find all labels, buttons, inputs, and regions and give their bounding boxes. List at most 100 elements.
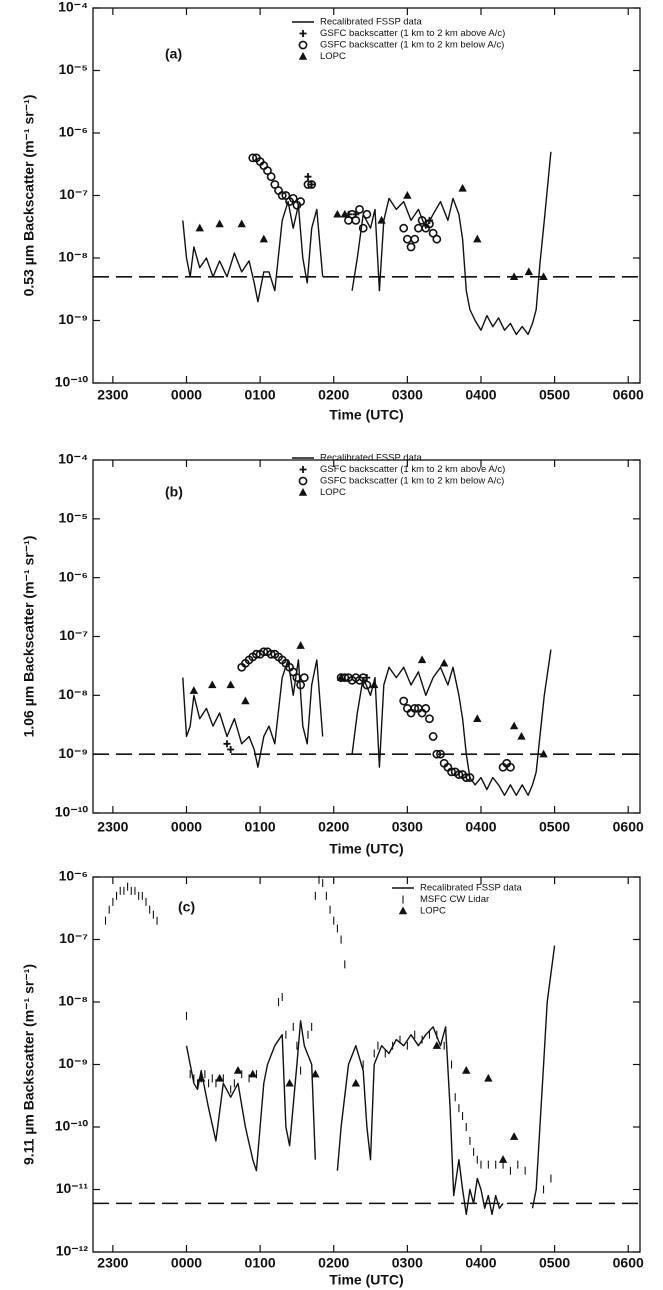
- y-tick-label: 10⁻⁹: [58, 311, 88, 327]
- legend-label: GSFC backscatter (1 km to 2 km above A/c…: [320, 464, 505, 475]
- triangle-marker: [539, 272, 548, 281]
- circle-marker: [288, 193, 298, 203]
- circle-marker: [425, 714, 434, 724]
- circle-marker: [362, 680, 372, 690]
- circle-marker: [281, 191, 291, 200]
- y-tick-label: 10⁻¹⁰: [55, 1118, 89, 1134]
- legend-label: LOPC: [420, 906, 446, 917]
- circle-marker: [355, 204, 364, 214]
- triangle-marker: [370, 680, 379, 689]
- x-axis-label: Time (UTC): [329, 1272, 403, 1288]
- legend-label: GSFC backscatter (1 km to 2 km above A/c…: [320, 28, 505, 39]
- x-tick-label: 0200: [318, 1255, 349, 1271]
- triangle-marker: [524, 267, 534, 276]
- triangle-marker: [248, 1069, 257, 1078]
- triangle-marker: [208, 680, 217, 689]
- triangle-marker: [473, 714, 482, 722]
- circle-marker: [358, 673, 368, 683]
- circle-marker: [266, 172, 276, 182]
- circle-marker: [461, 773, 471, 782]
- panel: 10⁻¹⁰ 10⁻⁹ 10⁻⁸ 10⁻⁷ 10⁻⁶ 10⁻⁵ 10⁻⁴ 2300 0000 010…: [21, 0, 644, 423]
- circle-marker: [263, 166, 272, 176]
- circle-marker: [270, 180, 280, 189]
- x-tick-label: 0100: [245, 387, 276, 403]
- circle-marker: [248, 153, 258, 163]
- y-tick-label: 10⁻¹²: [56, 1243, 89, 1259]
- x-tick-label: 0500: [539, 1255, 570, 1271]
- triangle-marker: [498, 1155, 508, 1163]
- x-tick-label: 0500: [539, 819, 570, 835]
- triangle-marker: [285, 1078, 294, 1087]
- circle-marker: [428, 732, 438, 741]
- triangle-marker: [311, 1069, 320, 1078]
- triangle-marker: [473, 234, 482, 243]
- y-tick-label: 10⁻⁶: [59, 568, 88, 584]
- circle-marker: [358, 223, 368, 233]
- circle-marker: [303, 180, 313, 189]
- circle-marker: [362, 209, 372, 219]
- plus-marker: [299, 466, 307, 473]
- plus-marker: [227, 746, 235, 754]
- triangle-marker: [197, 1073, 206, 1082]
- x-tick-label: 0600: [613, 387, 644, 403]
- triangle-marker: [189, 686, 199, 694]
- circle-marker: [277, 191, 287, 200]
- triangle-marker: [509, 1132, 519, 1140]
- triangle-marker: [403, 191, 412, 199]
- x-tick-label: 0300: [392, 387, 423, 403]
- x-tick-label: 0400: [465, 387, 496, 403]
- legend-label: MSFC CW Lidar: [420, 894, 489, 905]
- circle-marker: [432, 749, 442, 759]
- circle-marker: [252, 649, 261, 659]
- circle-marker: [296, 680, 306, 690]
- triangle-marker: [215, 1073, 224, 1082]
- legend-label: GSFC backscatter (1 km to 2 km below A/c…: [320, 40, 504, 51]
- panel: 10⁻¹² 10⁻¹¹ 10⁻¹⁰ 10⁻⁹ 10⁻⁸ 10⁻⁷ 10⁻⁶ 2300 0000 0…: [21, 868, 644, 1288]
- triangle-marker: [509, 721, 519, 730]
- circle-marker: [299, 673, 309, 683]
- triangle-marker: [226, 680, 235, 689]
- y-axis-label: 0.53 µm Backscatter (m⁻¹ sr⁻¹): [21, 95, 37, 297]
- x-tick-label: 0000: [171, 387, 202, 403]
- x-tick-label: 0200: [318, 819, 349, 835]
- y-tick-label: 10⁻⁷: [59, 186, 88, 202]
- triangle-marker: [351, 1078, 361, 1087]
- triangle-marker: [340, 209, 349, 218]
- y-tick-label: 10⁻⁸: [58, 249, 88, 265]
- data-line: [182, 649, 552, 796]
- x-tick-label: 2300: [97, 819, 128, 835]
- triangle-marker: [233, 1066, 243, 1074]
- triangle-marker: [484, 1073, 493, 1082]
- y-axis-label: 9.11 µm Backscatter (m⁻¹ sr⁻¹): [21, 964, 37, 1165]
- triangle-marker: [195, 223, 204, 232]
- y-tick-label: 10⁻⁴: [58, 451, 88, 467]
- legend-label: LOPC: [320, 51, 346, 62]
- triangle-marker: [215, 219, 224, 228]
- triangle-marker: [439, 658, 449, 667]
- y-tick-label: 10⁻⁷: [59, 627, 88, 643]
- x-tick-label: 2300: [97, 1255, 128, 1271]
- plot-frame: [92, 7, 641, 384]
- triangle-marker: [333, 209, 342, 218]
- x-tick-label: 0100: [245, 1255, 276, 1271]
- triangle-marker: [298, 52, 308, 60]
- plot-frame: [92, 876, 641, 1253]
- triangle-marker: [462, 1066, 471, 1074]
- y-tick-label: 10⁻⁶: [59, 124, 88, 140]
- x-axis-label: Time (UTC): [329, 841, 403, 857]
- circle-marker: [274, 186, 283, 195]
- x-tick-label: 2300: [97, 387, 128, 403]
- x-tick-label: 0100: [245, 819, 276, 835]
- x-axis-label: Time (UTC): [329, 407, 403, 423]
- circle-marker: [436, 749, 445, 759]
- triangle-marker: [458, 183, 467, 192]
- plus-marker: [304, 173, 312, 181]
- triangle-marker: [398, 906, 408, 915]
- x-tick-label: 0400: [465, 819, 496, 835]
- circle-marker: [307, 180, 317, 189]
- x-tick-label: 0600: [613, 1255, 644, 1271]
- circle-marker: [447, 767, 456, 777]
- circle-marker: [417, 215, 427, 225]
